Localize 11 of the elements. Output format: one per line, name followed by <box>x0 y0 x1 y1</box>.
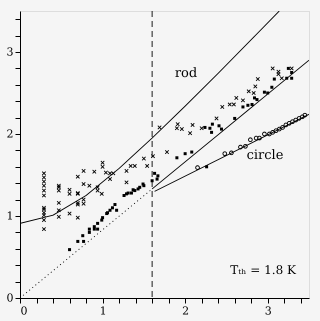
x-tick-label: 1 <box>100 304 107 318</box>
annotation: circle <box>246 148 284 163</box>
y-tick-label: 3 <box>6 46 14 58</box>
y-tick-label: 0 <box>6 292 14 304</box>
x-tick-label: 2 <box>182 304 190 318</box>
y-tick-label: 1 <box>6 210 14 222</box>
y-tick-label: 2 <box>6 128 14 140</box>
annotation: rod <box>174 66 198 81</box>
x-tick-label: 3 <box>264 304 272 318</box>
x-tick-label: 0 <box>20 304 28 318</box>
annotation: Tₜₕ = 1.8 K <box>230 263 298 277</box>
